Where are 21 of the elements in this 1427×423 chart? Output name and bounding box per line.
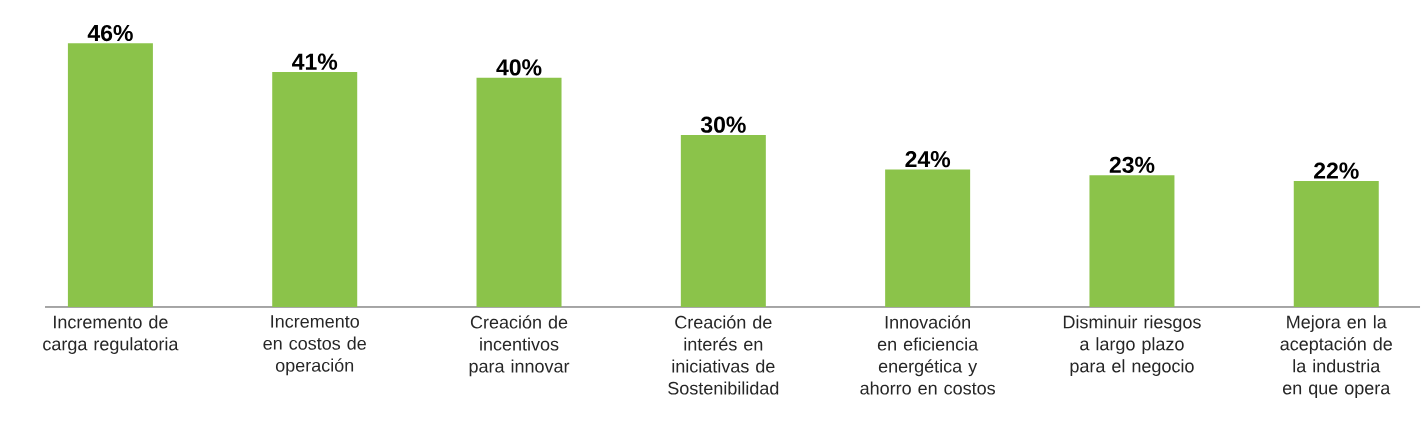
bar bbox=[1293, 180, 1379, 307]
data-label: 41% bbox=[292, 53, 338, 70]
data-label: 30% bbox=[700, 116, 746, 133]
data-label: 23% bbox=[1109, 156, 1155, 173]
x-tick-label: Disminuir riesgos a largo plazo para el negocio bbox=[1063, 315, 1201, 376]
data-label: 22% bbox=[1314, 162, 1359, 179]
data-label: 24% bbox=[905, 151, 951, 168]
x-tick-label: Incremento de carga regulatoria bbox=[43, 315, 179, 354]
x-tick-label: Innovación en eficiencia energética y ahorro en costos bbox=[860, 315, 996, 395]
x-tick-label: Creación de incentivos para innovar bbox=[469, 315, 570, 377]
bar bbox=[680, 135, 766, 307]
bar bbox=[1089, 175, 1175, 307]
bar bbox=[67, 43, 153, 307]
x-tick-label: Mejora en la aceptación de la industria en que opera bbox=[1280, 315, 1392, 398]
data-label: 46% bbox=[87, 24, 133, 42]
bar bbox=[272, 72, 358, 307]
x-tick-label: Creación de interés en iniciativas de Sostenibilidad bbox=[668, 315, 779, 395]
bar bbox=[476, 77, 562, 307]
x-tick-label: Incremento en costos de operación bbox=[263, 315, 366, 376]
bar bbox=[885, 169, 971, 307]
data-label: 40% bbox=[496, 59, 542, 76]
